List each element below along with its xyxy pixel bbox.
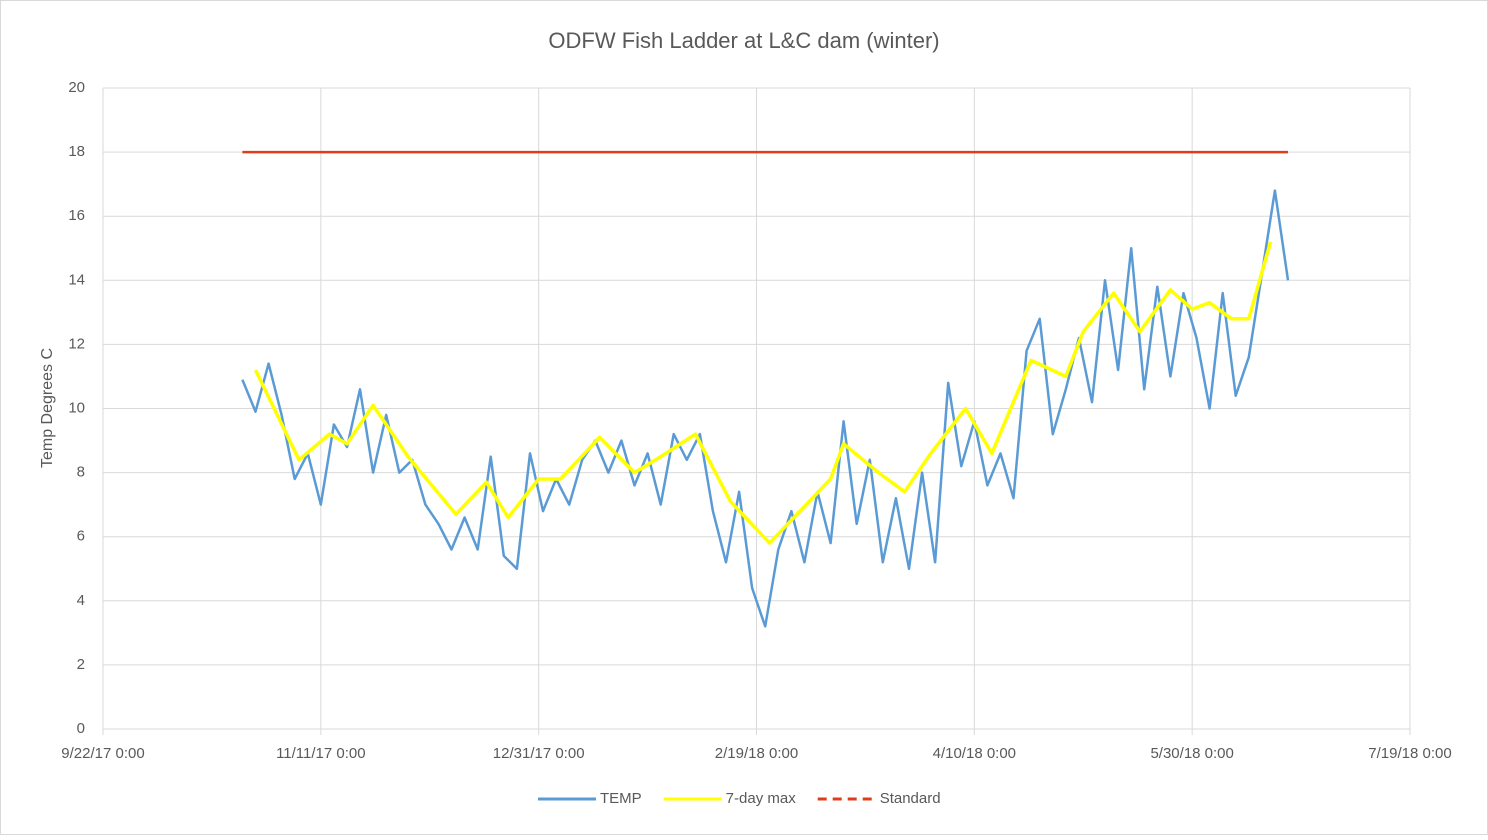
y-tick-label: 16 — [68, 207, 85, 224]
x-tick-label: 11/11/17 0:00 — [276, 745, 366, 762]
x-tick-label: 9/22/17 0:00 — [61, 745, 144, 762]
y-tick-label: 14 — [68, 271, 85, 288]
y-tick-label: 8 — [77, 464, 85, 481]
x-tick-label: 2/19/18 0:00 — [715, 745, 798, 762]
y-tick-label: 20 — [68, 79, 85, 96]
x-tick-label: 4/10/18 0:00 — [933, 745, 1016, 762]
y-axis-label: Temp Degrees C — [39, 348, 56, 468]
y-tick-label: 12 — [68, 335, 85, 352]
legend-label: TEMP — [600, 790, 642, 807]
y-tick-label: 4 — [77, 592, 85, 609]
series-line — [253, 241, 1273, 545]
y-tick-label: 10 — [68, 399, 85, 416]
y-tick-label: 18 — [68, 143, 85, 160]
x-tick-label: 7/19/18 0:00 — [1368, 745, 1451, 762]
legend-label: Standard — [880, 790, 941, 807]
legend-label: 7-day max — [726, 790, 797, 807]
y-tick-label: 0 — [77, 720, 85, 737]
series-line — [241, 189, 1290, 628]
chart-title: ODFW Fish Ladder at L&C dam (winter) — [548, 28, 939, 53]
y-tick-label: 2 — [77, 656, 85, 673]
y-tick-label: 6 — [77, 528, 85, 545]
x-tick-label: 5/30/18 0:00 — [1150, 745, 1233, 762]
x-tick-label: 12/31/17 0:00 — [493, 745, 585, 762]
